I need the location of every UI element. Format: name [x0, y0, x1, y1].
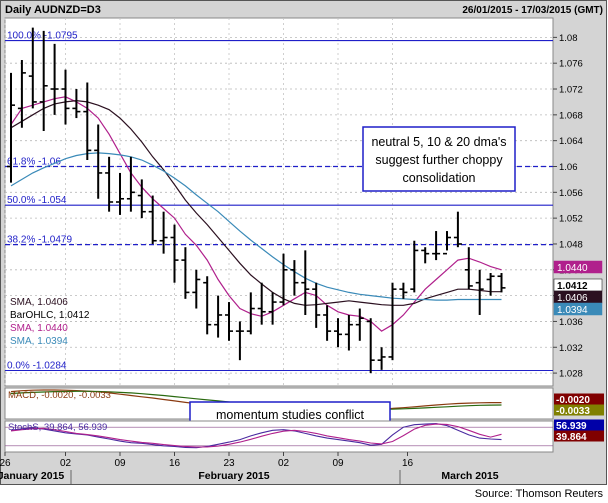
price-tick-label: 1.08	[559, 33, 578, 44]
legend-item-sma-2: SMA, 1.0440	[10, 323, 68, 334]
price-badge-label: 1.0406	[557, 293, 588, 304]
date-tick-label: 26	[0, 458, 11, 469]
sma-annotation-box	[362, 126, 516, 192]
sma-line	[10, 99, 502, 306]
sma-annotation-line-2: suggest further choppy	[375, 153, 503, 167]
date-tick-label: 09	[114, 458, 126, 469]
fib-label: 100.0% -1.0795	[7, 31, 78, 42]
price-tick-label: 1.072	[559, 85, 583, 96]
chart-symbol-title: Daily AUDNZD=D3	[5, 4, 101, 16]
price-tick-label: 1.076	[559, 59, 583, 70]
price-tick-label: 1.056	[559, 188, 583, 199]
sma-annotation-line-3: consolidation	[403, 171, 476, 185]
month-label: January 2015	[0, 470, 64, 482]
date-axis: 26 02 09 16 23 02 09 16 January 2015 February 201…	[0, 452, 499, 484]
indicator-badge-label: -0.0020	[556, 395, 590, 406]
sma-annotation-line-1: neutral 5, 10 & 20 dma's	[371, 135, 506, 149]
price-axis: 1.0281.0321.0361.041.0441.0481.0521.0561…	[553, 33, 583, 380]
momentum-annotation-text: momentum studies conflict	[216, 408, 365, 422]
indicator-badge-label: 56.939	[556, 421, 587, 432]
fib-label: 0.0% -1.0284	[7, 361, 67, 372]
legend: SMA, 1.0406 BarOHLC, 1.0412 SMA, 1.0440 …	[10, 297, 90, 347]
legend-item-sma-1: SMA, 1.0406	[10, 297, 68, 308]
date-tick-label: 02	[278, 458, 290, 469]
price-badge-label: 1.0412	[557, 281, 588, 292]
fib-label: 61.8% -1.06	[7, 156, 61, 167]
price-badge	[553, 260, 603, 274]
legend-item-sma-3: SMA, 1.0394	[10, 336, 68, 347]
indicator-badge-label: 39.864	[556, 432, 587, 443]
date-tick-label: 09	[332, 458, 344, 469]
indicator-badge	[554, 393, 604, 405]
source-credit: Source: Thomson Reuters	[475, 488, 604, 500]
price-tick-label: 1.028	[559, 369, 583, 380]
price-tick-label: 1.06	[559, 162, 578, 173]
sma-series	[10, 96, 502, 332]
date-tick-label: 02	[60, 458, 72, 469]
price-badge-label: 1.0440	[557, 263, 588, 274]
price-tick-label: 1.036	[559, 317, 583, 328]
date-tick-label: 16	[169, 458, 181, 469]
fib-label: 38.2% -1.0479	[7, 235, 72, 246]
indicator-badge-label: -0.0033	[556, 406, 590, 417]
header-bar	[1, 1, 606, 17]
price-panel	[4, 17, 554, 387]
month-label: March 2015	[441, 470, 498, 482]
price-tick-label: 1.048	[559, 239, 583, 250]
date-range: 26/01/2015 - 17/03/2015 (GMT)	[462, 5, 603, 16]
sma-line	[10, 96, 502, 332]
price-badge-label: 1.0394	[557, 305, 588, 316]
ohlc-bars	[7, 27, 506, 374]
date-tick-label: 23	[223, 458, 235, 469]
stoch-label: StochS, 39.864, 56.939	[8, 422, 107, 433]
price-badge	[553, 302, 603, 316]
sma-annotation: neutral 5, 10 & 20 dma's suggest further…	[362, 126, 516, 192]
stoch-series	[5, 422, 553, 449]
indicator-badge	[554, 430, 604, 442]
indicator-badge	[554, 419, 604, 431]
stoch-line	[10, 423, 502, 448]
date-tick-label: 16	[402, 458, 414, 469]
sma-line	[10, 152, 502, 301]
price-tick-label: 1.032	[559, 343, 583, 354]
fib-label: 50.0% -1.054	[7, 195, 67, 206]
stoch-line	[10, 422, 502, 449]
price-tick-label: 1.064	[559, 136, 583, 147]
price-tick-label: 1.052	[559, 214, 583, 225]
indicator-badge	[554, 404, 604, 416]
month-label: February 2015	[198, 470, 269, 482]
macd-label: MACD, -0.0020, -0.0033	[8, 390, 111, 401]
price-tick-label: 1.068	[559, 110, 583, 121]
legend-item-ohlc: BarOHLC, 1.0412	[10, 310, 90, 321]
